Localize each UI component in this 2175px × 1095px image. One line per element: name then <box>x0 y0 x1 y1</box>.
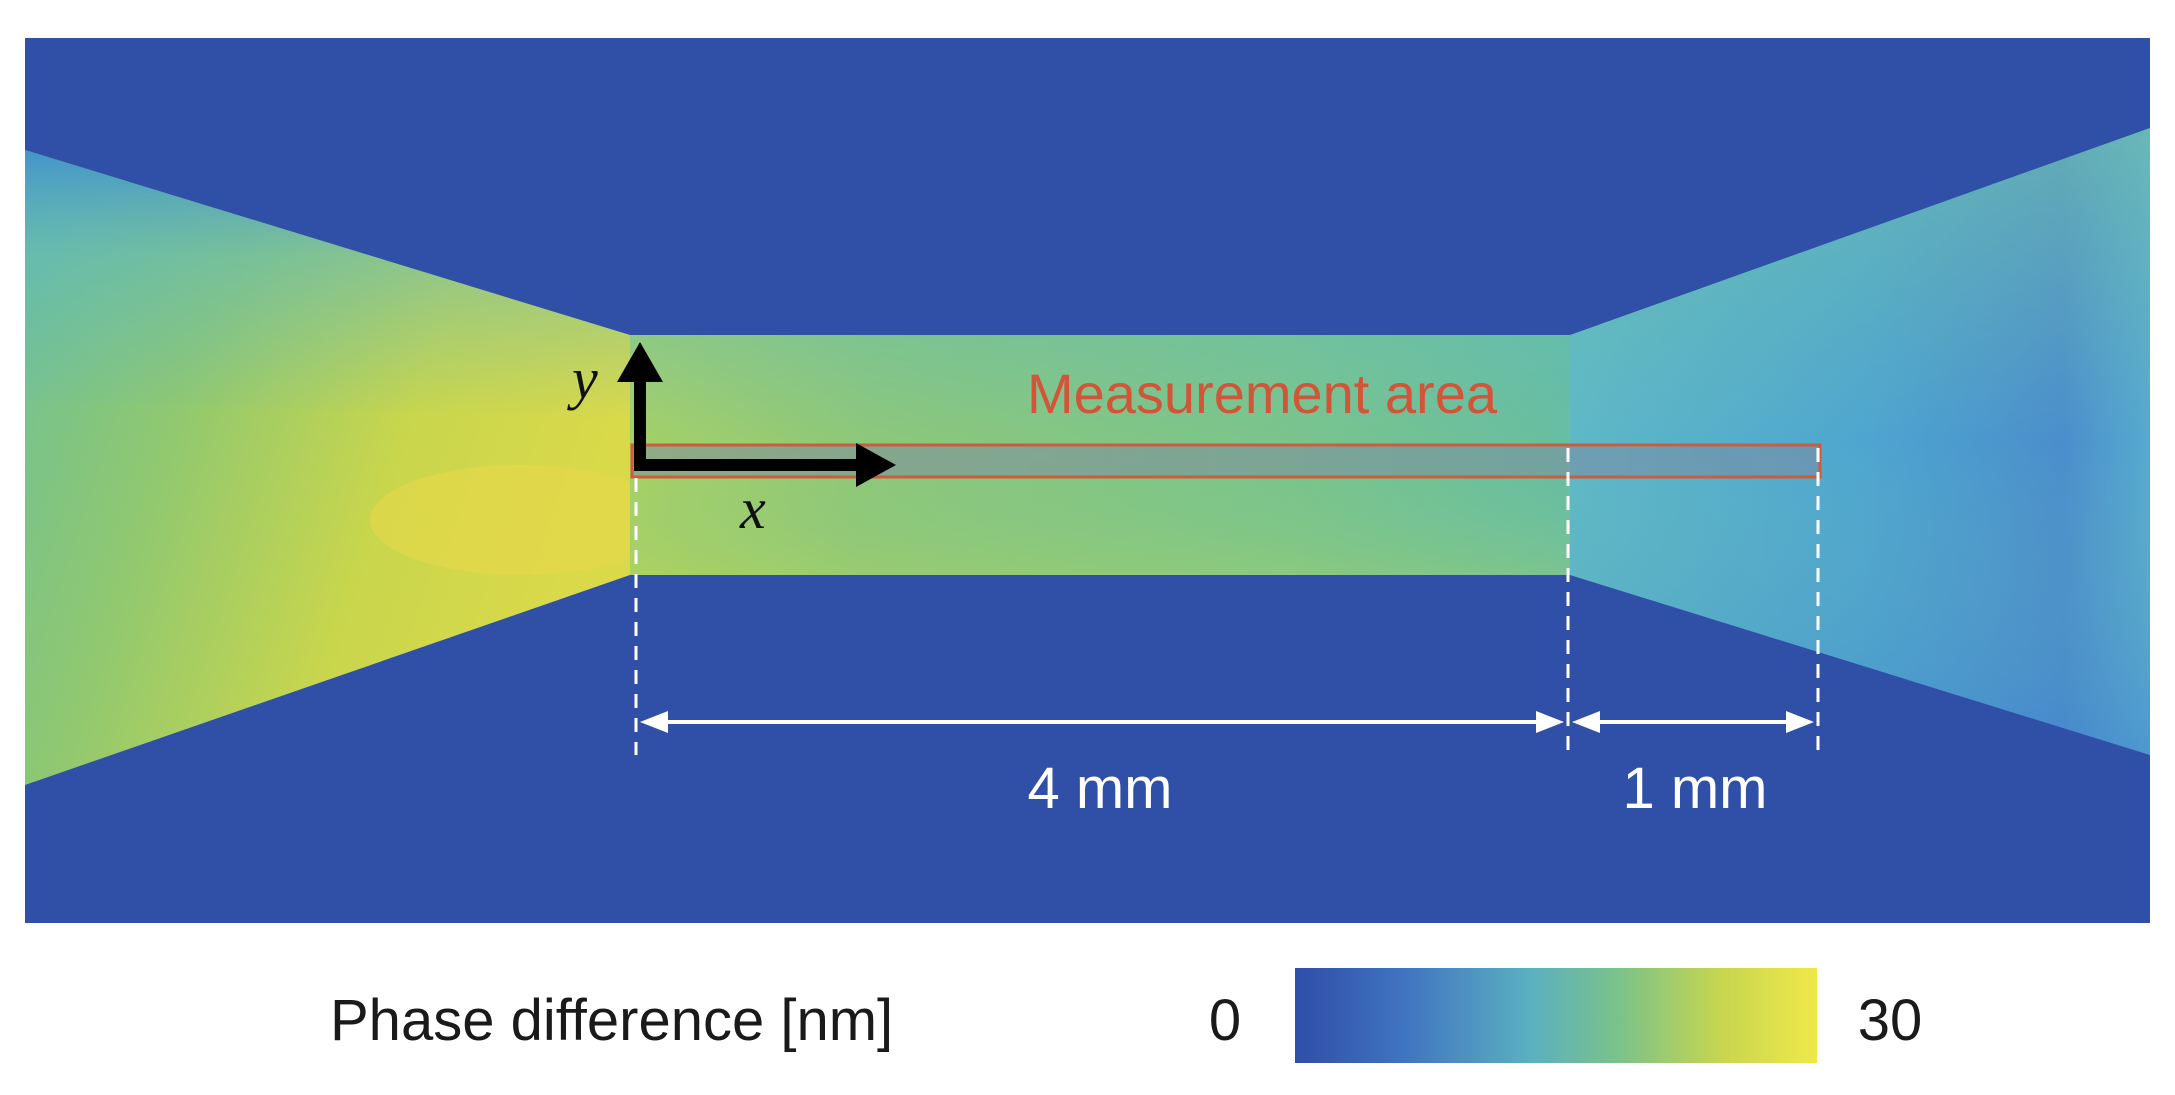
axis-x-label: x <box>739 476 766 541</box>
y-axis-arrowhead <box>617 342 663 382</box>
axis-y-label: y <box>567 346 598 411</box>
colorbar-title: Phase difference [nm] <box>330 988 893 1053</box>
dimension-1mm <box>1572 711 1814 733</box>
measurement-area-label: Measurement area <box>1027 362 1498 425</box>
specimen-left-grip-shade <box>25 150 630 420</box>
colorbar-max-label: 30 <box>1858 988 1923 1053</box>
colorbar <box>1295 968 1817 1063</box>
x-axis-arrowhead <box>856 443 896 487</box>
hotspot <box>370 465 670 575</box>
specimen-right-grip-shade <box>1570 128 2150 755</box>
dimension-1mm-label: 1 mm <box>1623 756 1768 821</box>
dimension-4mm <box>640 711 1564 733</box>
colorbar-min-label: 0 <box>1209 988 1241 1053</box>
dimension-4mm-label: 4 mm <box>1028 756 1173 821</box>
